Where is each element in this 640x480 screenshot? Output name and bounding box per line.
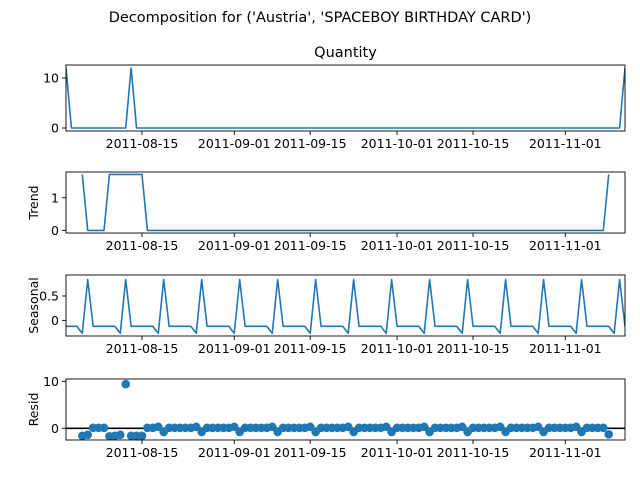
y-tick-label: 0.5 xyxy=(39,288,59,303)
y-tick-label: 0 xyxy=(51,223,59,238)
plot-area xyxy=(81,173,610,232)
series-line-1 xyxy=(66,278,625,335)
y-tick-label: 0 xyxy=(51,121,59,136)
x-tick-label: 2011-10-15 xyxy=(437,238,510,253)
x-tick-label: 2011-08-15 xyxy=(106,341,179,356)
x-tick-label: 2011-11-01 xyxy=(529,445,602,460)
y-tick-label: 0 xyxy=(51,421,59,436)
x-tick-label: 2011-09-15 xyxy=(274,238,347,253)
y-tick-label: 0 xyxy=(51,313,59,328)
subplot-title: Quantity xyxy=(314,45,377,61)
plot-area xyxy=(66,67,625,129)
resid-point xyxy=(381,422,391,432)
subplot-4: 0 10 2011-08-15 2011-09-01 2011-09-15 2011-10… xyxy=(26,374,626,460)
x-tick-label: 2011-08-15 xyxy=(106,445,179,460)
y-tick-label: 10 xyxy=(43,71,59,86)
resid-point xyxy=(229,422,239,432)
y-axis-label: Seasonal xyxy=(26,277,41,334)
resid-point xyxy=(153,422,163,432)
x-tick-label: 2011-10-01 xyxy=(361,238,434,253)
series-line-1 xyxy=(81,173,610,232)
x-tick-label: 2011-09-15 xyxy=(274,341,347,356)
figure-suptitle: Decomposition for ('Austria', 'SPACEBOY … xyxy=(109,10,532,26)
x-tick-label: 2011-10-15 xyxy=(437,341,510,356)
axes-frame xyxy=(65,378,626,441)
x-tick-label: 2011-09-01 xyxy=(198,136,271,151)
axes-frame xyxy=(65,274,626,337)
x-tick-label: 2011-09-01 xyxy=(198,341,271,356)
x-tick-label: 2011-08-15 xyxy=(106,238,179,253)
resid-point xyxy=(99,423,109,433)
subplot-1: 0 10 2011-08-15 2011-09-01 2011-09-15 2011-10… xyxy=(43,45,626,151)
x-tick-label: 2011-11-01 xyxy=(529,136,602,151)
resid-point xyxy=(121,379,130,389)
resid-point xyxy=(83,430,93,440)
y-axis-label: Resid xyxy=(26,393,41,427)
subplot-2: 0 1 2011-08-15 2011-09-01 2011-09-15 2011-10-… xyxy=(26,171,626,253)
resid-point xyxy=(533,422,543,432)
y-tick-label: 10 xyxy=(43,374,59,389)
x-tick-label: 2011-10-01 xyxy=(361,445,434,460)
axes-frame xyxy=(65,171,626,234)
resid-point xyxy=(495,422,505,432)
plot-area xyxy=(66,278,625,335)
x-tick-label: 2011-09-01 xyxy=(198,445,271,460)
x-tick-label: 2011-10-15 xyxy=(437,445,510,460)
resid-point xyxy=(115,430,125,440)
y-tick-label: 1 xyxy=(51,190,59,205)
resid-point xyxy=(305,422,315,432)
resid-point xyxy=(343,422,353,432)
resid-point xyxy=(571,422,581,432)
resid-point xyxy=(267,422,277,432)
subplot-3: 0 0.5 2011-08-15 2011-09-01 2011-09-15 2011-1… xyxy=(26,274,626,356)
series-line-1 xyxy=(66,67,625,129)
x-tick-label: 2011-09-15 xyxy=(274,445,347,460)
x-tick-label: 2011-10-01 xyxy=(361,341,434,356)
x-tick-label: 2011-09-01 xyxy=(198,238,271,253)
resid-point xyxy=(604,430,614,439)
plot-area xyxy=(77,379,614,440)
x-tick-label: 2011-09-15 xyxy=(274,136,347,151)
resid-point xyxy=(191,422,201,432)
x-tick-label: 2011-10-15 xyxy=(437,136,510,151)
resid-point xyxy=(137,431,147,440)
axes-frame xyxy=(65,64,626,132)
resid-point xyxy=(419,422,429,432)
x-tick-label: 2011-11-01 xyxy=(529,341,602,356)
x-tick-label: 2011-11-01 xyxy=(529,238,602,253)
resid-point xyxy=(598,423,608,433)
resid-point xyxy=(457,422,467,432)
y-axis-label: Trend xyxy=(26,185,41,220)
x-tick-label: 2011-10-01 xyxy=(361,136,434,151)
x-tick-label: 2011-08-15 xyxy=(106,136,179,151)
